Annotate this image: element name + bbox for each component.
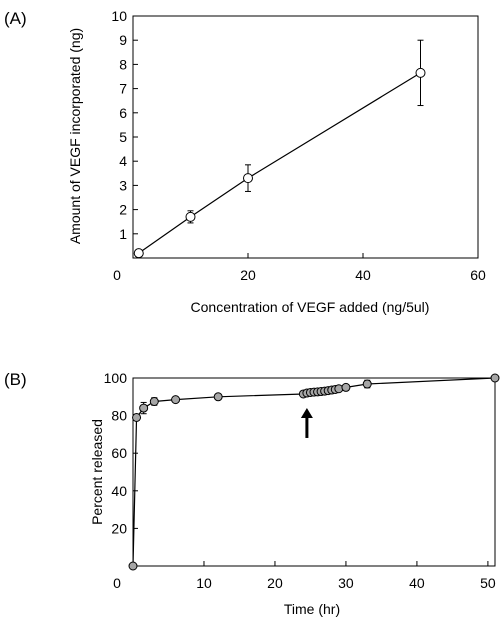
data-point xyxy=(133,248,144,259)
y-tick-label: 3 xyxy=(119,177,127,193)
data-point xyxy=(341,382,351,392)
y-tick-label: 60 xyxy=(111,445,127,461)
y-tick-label: 1 xyxy=(119,226,127,242)
x-tick-label: 40 xyxy=(409,575,425,591)
y-tick-label: 100 xyxy=(104,370,128,386)
data-point xyxy=(139,403,149,413)
series-line xyxy=(132,377,496,567)
plot-frame xyxy=(132,377,496,567)
plot-frame xyxy=(132,15,479,259)
arrow-head xyxy=(300,407,313,418)
y-tick-label: 5 xyxy=(119,129,127,145)
panel-a-x-ticks: 0 20 40 60 xyxy=(113,253,486,283)
data-point xyxy=(415,67,426,78)
data-point xyxy=(213,392,223,402)
y-tick-label: 6 xyxy=(119,105,127,121)
data-point xyxy=(362,379,372,389)
data-point xyxy=(128,561,138,571)
panel-a-chart: (A) 1 2 3 4 5 6 7 8 9 10 0 20 40 60 Concentration of… xyxy=(4,8,486,315)
y-tick-label: 2 xyxy=(119,202,127,218)
data-point xyxy=(490,373,500,383)
x-tick-label: 30 xyxy=(338,575,354,591)
panel-a-label: (A) xyxy=(4,9,27,28)
data-point xyxy=(185,211,196,222)
panel-a-y-axis-title: Amount of VEGF incorporated (ng) xyxy=(67,28,83,244)
y-tick-label: 80 xyxy=(111,408,127,424)
y-tick-label: 9 xyxy=(119,32,127,48)
data-point xyxy=(149,397,159,406)
x-tick-label: 20 xyxy=(267,575,283,591)
panel-a-y-ticks: 1 2 3 4 5 6 7 8 9 10 xyxy=(111,8,138,242)
y-tick-label: 40 xyxy=(111,483,127,499)
data-point xyxy=(243,173,253,184)
x-tick-label: 20 xyxy=(240,267,256,283)
y-tick-label: 7 xyxy=(119,81,127,97)
series-line xyxy=(138,72,421,254)
x-tick-label: 0 xyxy=(113,267,121,283)
y-tick-label: 8 xyxy=(119,56,127,72)
panel-a-axes xyxy=(132,15,479,259)
x-tick-label: 60 xyxy=(470,267,486,283)
panel-b-y-axis-title: Percent released xyxy=(89,419,105,525)
data-point xyxy=(132,412,142,422)
x-tick-label: 0 xyxy=(113,575,121,591)
panel-a-series-line xyxy=(138,72,421,254)
y-tick-label: 10 xyxy=(111,8,127,24)
panel-b-x-ticks: 0 10 20 30 40 50 xyxy=(113,561,496,591)
panel-b-axes xyxy=(132,377,496,567)
panel-b-label: (B) xyxy=(4,370,27,389)
panel-b-data-points xyxy=(128,373,500,571)
y-tick-label: 4 xyxy=(119,153,127,169)
x-tick-label: 50 xyxy=(480,575,496,591)
panel-b-chart: (B) 20 40 60 80 100 0 10 20 30 40 50 Time (hr) Pe… xyxy=(4,370,500,617)
panel-b-x-axis-title: Time (hr) xyxy=(284,601,340,617)
panel-a-x-axis-title: Concentration of VEGF added (ng/5ul) xyxy=(191,299,430,315)
y-tick-label: 20 xyxy=(111,520,127,536)
x-tick-label: 40 xyxy=(355,267,371,283)
data-point xyxy=(171,395,181,405)
panel-a-data-points xyxy=(133,67,426,259)
panel-b-y-ticks: 20 40 60 80 100 xyxy=(104,370,138,536)
panel-b-annotation xyxy=(300,407,313,438)
panel-b-series-line xyxy=(132,377,496,567)
x-tick-label: 10 xyxy=(196,575,212,591)
